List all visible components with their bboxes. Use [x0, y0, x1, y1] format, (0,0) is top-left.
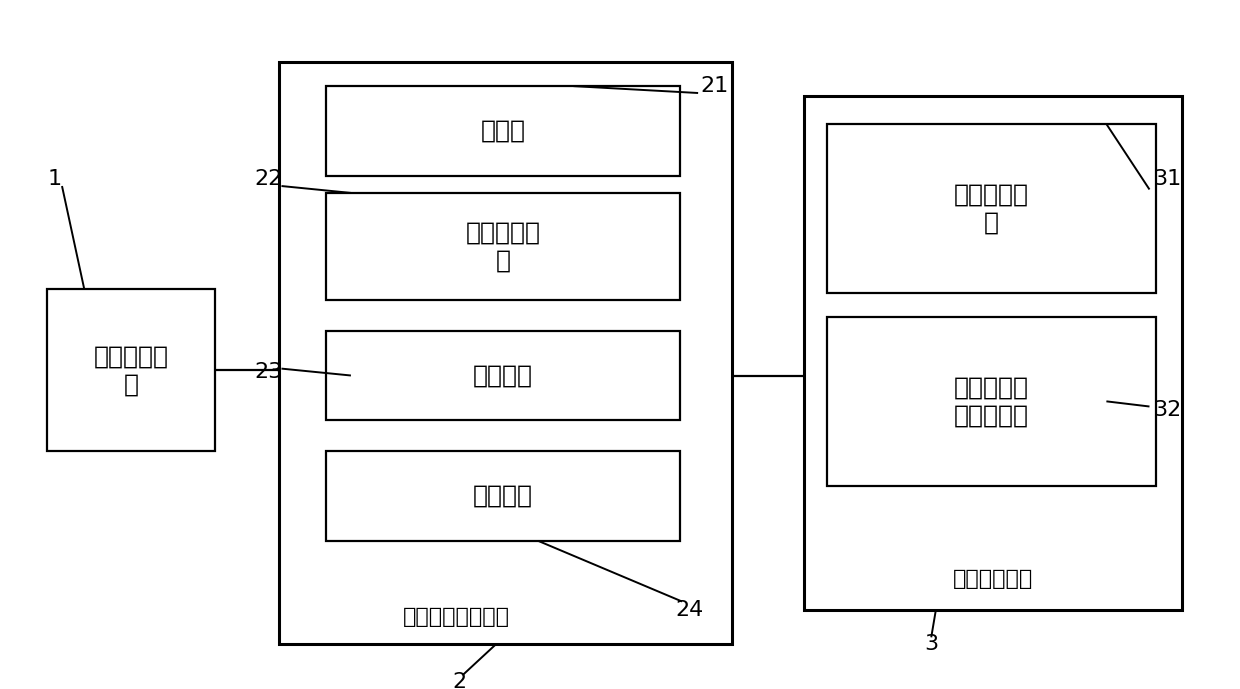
- Text: 23: 23: [254, 362, 283, 382]
- Text: 31: 31: [1153, 169, 1182, 189]
- Text: 32: 32: [1153, 400, 1182, 420]
- Text: 3: 3: [924, 634, 937, 655]
- Text: 故障诊断单元: 故障诊断单元: [952, 569, 1033, 589]
- Text: 2: 2: [453, 672, 466, 689]
- Text: 24: 24: [676, 599, 704, 620]
- Bar: [827, 317, 1156, 486]
- Bar: [279, 62, 732, 644]
- Bar: [804, 96, 1182, 610]
- Bar: [326, 451, 680, 541]
- Text: 22: 22: [254, 169, 283, 189]
- Text: 深度学习神
经网络模型: 深度学习神 经网络模型: [954, 376, 1029, 427]
- Text: 确定模块: 确定模块: [472, 484, 533, 508]
- Text: 对比模块: 对比模块: [472, 364, 533, 387]
- Bar: [326, 193, 680, 300]
- Text: 数据获取模
块: 数据获取模 块: [465, 220, 541, 272]
- Text: 异常行为确定单元: 异常行为确定单元: [403, 607, 510, 627]
- Text: 数据库: 数据库: [480, 119, 526, 143]
- Text: 信息获取单
元: 信息获取单 元: [93, 344, 169, 396]
- Bar: [47, 289, 215, 451]
- Bar: [326, 86, 680, 176]
- Text: 信号生成模
块: 信号生成模 块: [954, 183, 1029, 234]
- Bar: [827, 124, 1156, 293]
- Text: 21: 21: [701, 76, 729, 96]
- Bar: [326, 331, 680, 420]
- Text: 1: 1: [47, 169, 61, 189]
